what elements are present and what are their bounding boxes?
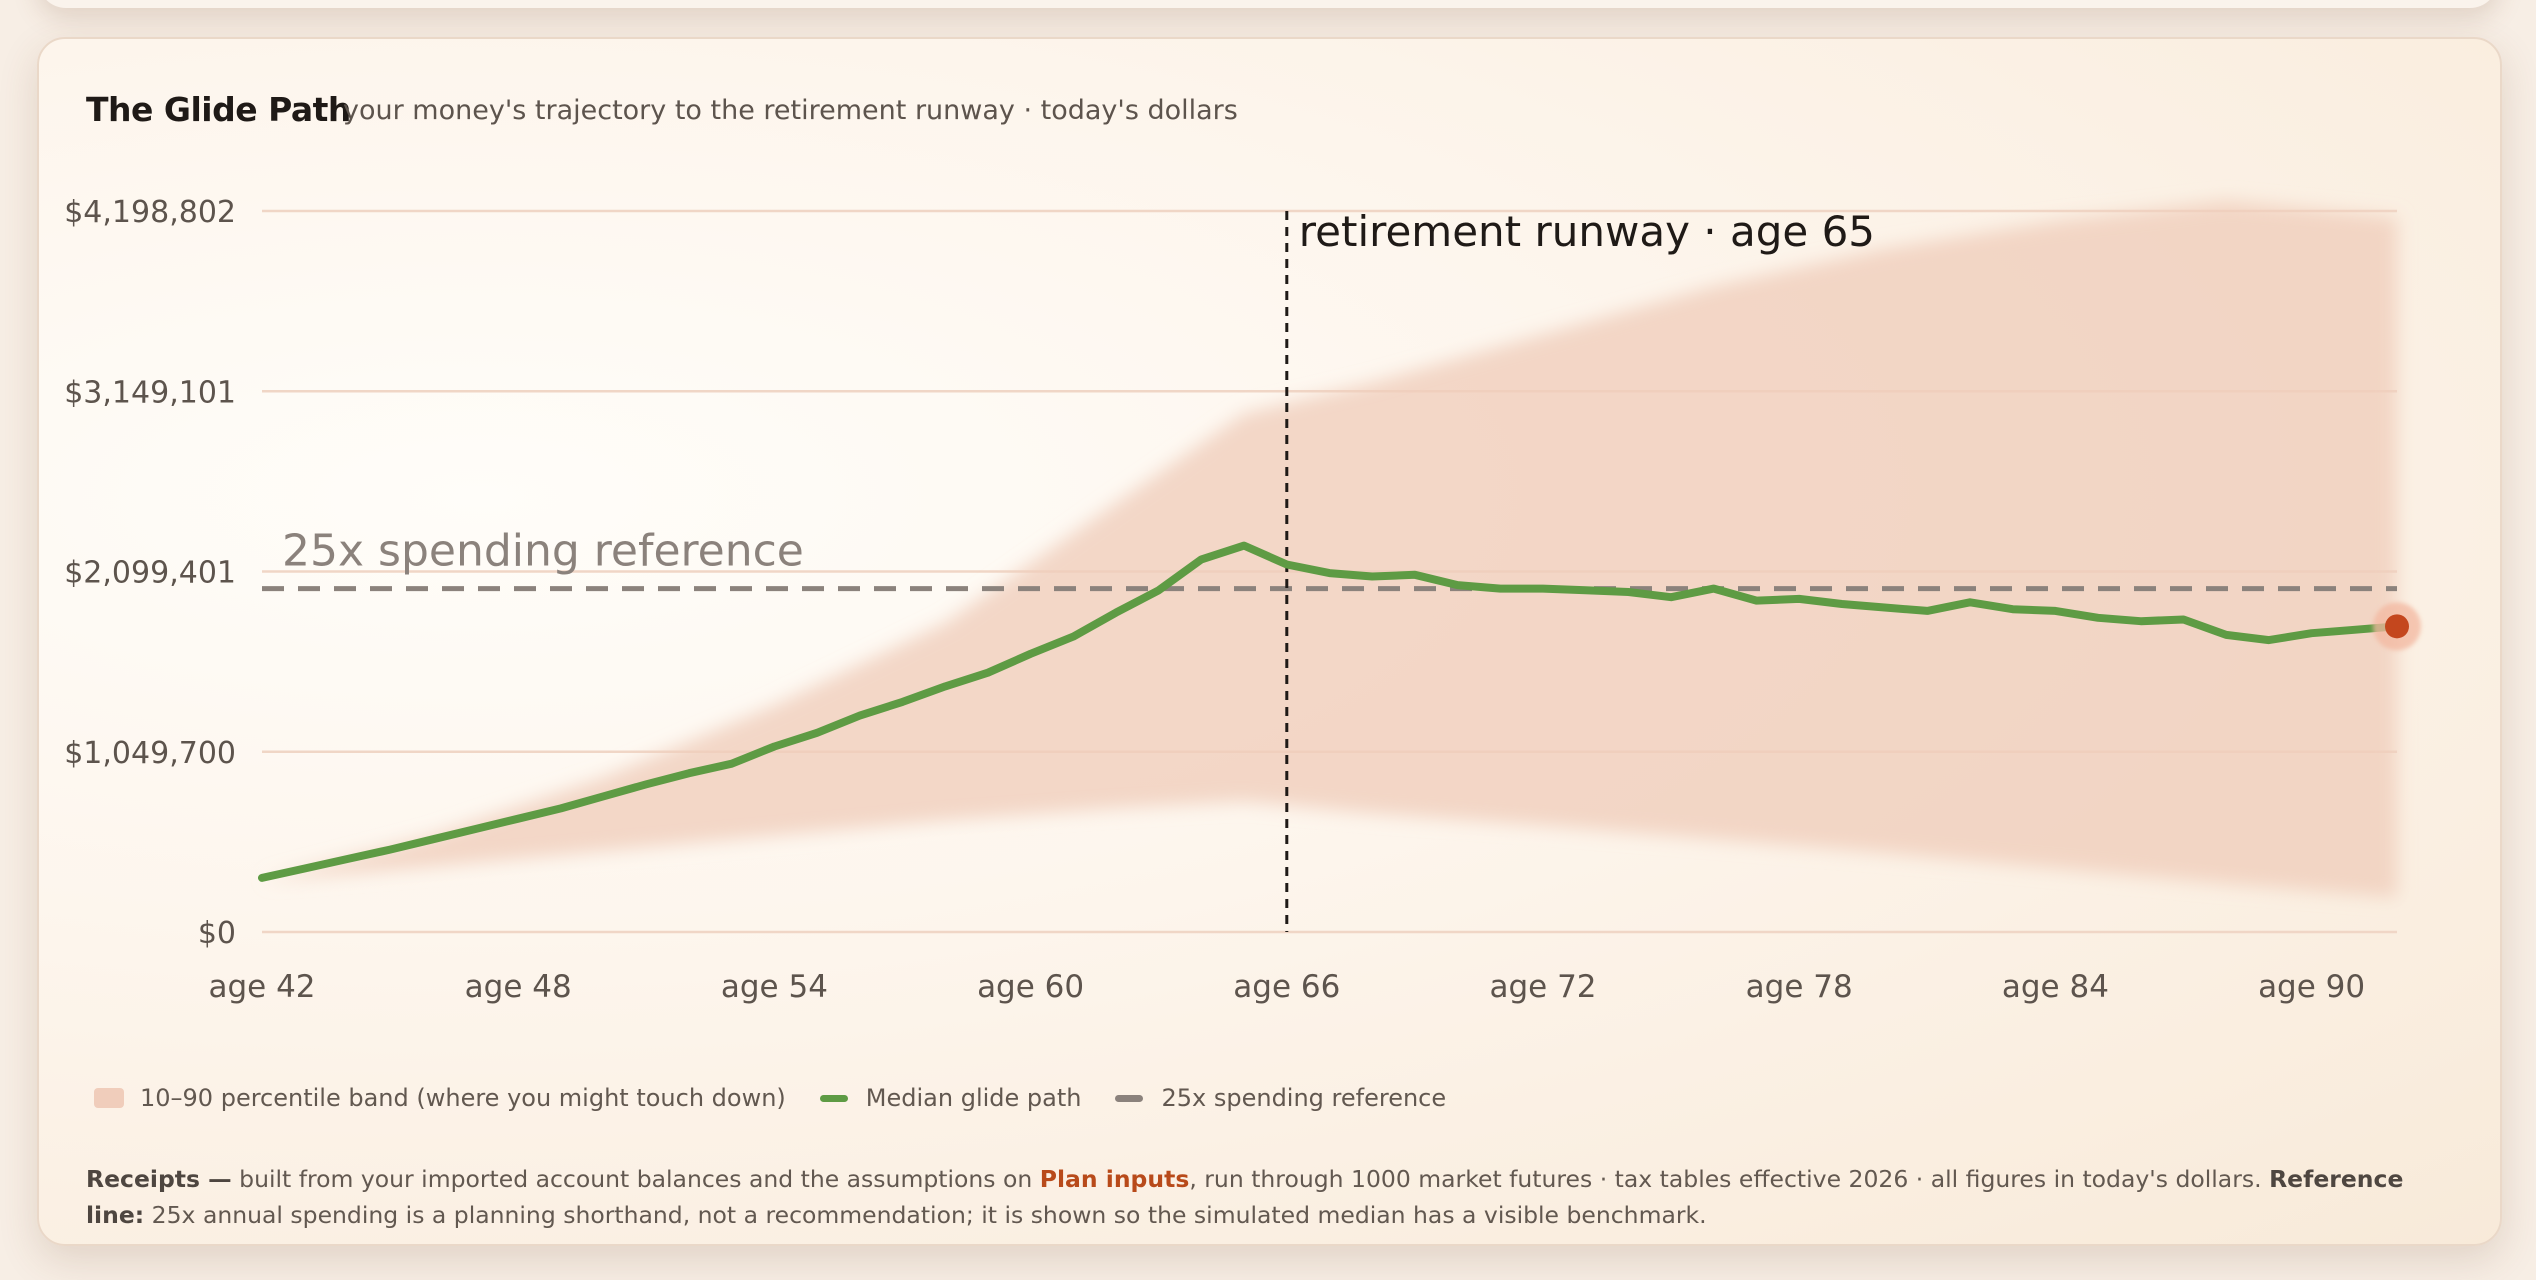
legend-item-median: Median glide path bbox=[819, 1084, 1082, 1112]
receipts-note: Receipts — built from your imported acco… bbox=[86, 1161, 2416, 1233]
card-title: The Glide Path bbox=[86, 90, 351, 129]
x-tick-label: age 42 bbox=[208, 969, 315, 1005]
endpoint-marker bbox=[2385, 614, 2409, 639]
percentile-band bbox=[262, 200, 2397, 898]
y-tick-label: $0 bbox=[198, 916, 236, 951]
legend-band-label: 10–90 percentile band (where you might t… bbox=[140, 1084, 786, 1112]
receipts-lead: Receipts — bbox=[86, 1165, 232, 1193]
band-swatch bbox=[94, 1088, 124, 1108]
x-tick-label: age 90 bbox=[2258, 969, 2365, 1005]
legend-item-reference: 25x spending reference bbox=[1115, 1084, 1446, 1112]
x-tick-label: age 60 bbox=[977, 969, 1084, 1005]
median-glide-path-line bbox=[258, 541, 2401, 882]
reference-swatch bbox=[1115, 1094, 1144, 1102]
reference-line-lead: Reference line: bbox=[86, 1165, 2404, 1229]
previous-card-edge bbox=[38, 0, 2498, 8]
glide-path-chart: 25x spending reference retirement runway… bbox=[64, 195, 2421, 1005]
y-tick-label: $3,149,101 bbox=[64, 375, 236, 410]
plan-inputs-link[interactable]: Plan inputs bbox=[1039, 1165, 1190, 1193]
receipts-text-1: built from your imported account balance… bbox=[231, 1165, 1040, 1193]
receipts-text-3: 25x annual spending is a planning shorth… bbox=[144, 1201, 1707, 1229]
x-tick-label: age 84 bbox=[2002, 969, 2109, 1005]
card-subtitle: your money's trajectory to the retiremen… bbox=[343, 95, 1238, 126]
reference-line-label: 25x spending reference bbox=[282, 526, 804, 577]
x-tick-label: age 48 bbox=[465, 969, 572, 1005]
legend-median-label: Median glide path bbox=[865, 1084, 1082, 1112]
y-tick-label: $1,049,700 bbox=[64, 736, 236, 771]
chart-legend: 10–90 percentile band (where you might t… bbox=[94, 1081, 1480, 1115]
x-tick-label: age 78 bbox=[1746, 969, 1853, 1005]
legend-item-band: 10–90 percentile band (where you might t… bbox=[94, 1084, 786, 1112]
receipts-text-2: , run through 1000 market futures · tax … bbox=[1189, 1165, 2270, 1193]
y-tick-label: $2,099,401 bbox=[64, 556, 236, 591]
retirement-runway-label: retirement runway · age 65 bbox=[1299, 207, 1875, 256]
median-swatch bbox=[819, 1094, 848, 1102]
x-tick-label: age 54 bbox=[721, 969, 828, 1005]
x-tick-label: age 72 bbox=[1489, 969, 1596, 1005]
y-tick-label: $4,198,802 bbox=[64, 195, 236, 230]
glide-path-card: The Glide Path your money's trajectory t… bbox=[37, 37, 2502, 1246]
legend-reference-label: 25x spending reference bbox=[1161, 1084, 1447, 1112]
x-tick-label: age 66 bbox=[1233, 969, 1340, 1005]
